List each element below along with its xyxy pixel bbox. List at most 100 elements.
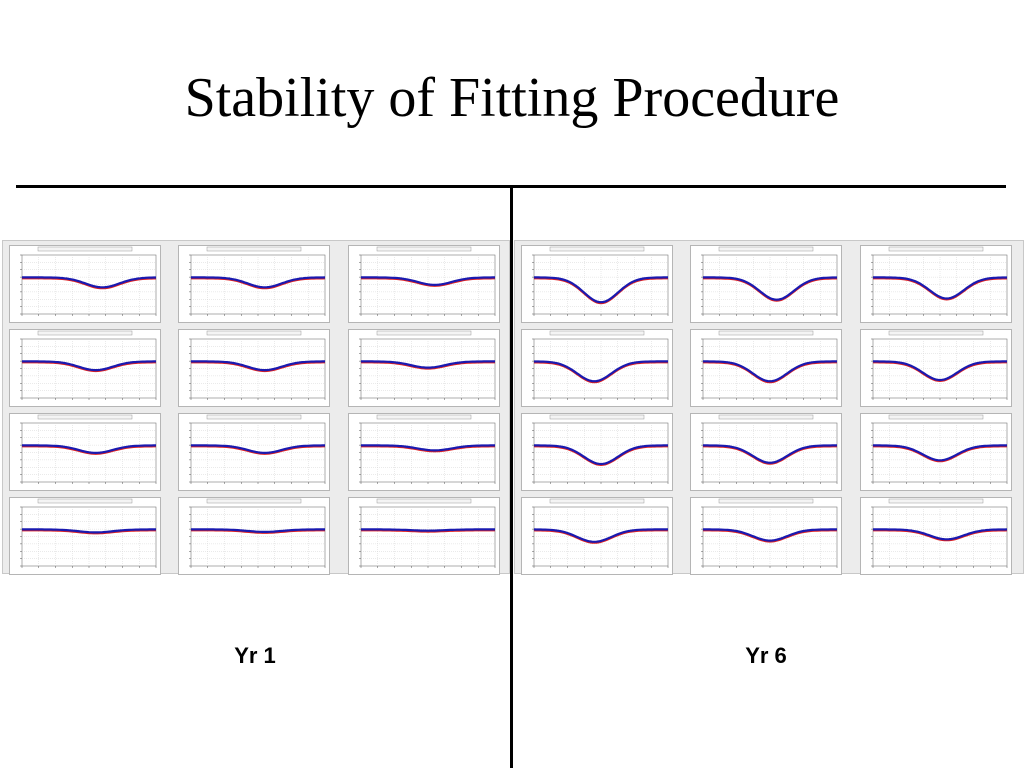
plot-header bbox=[718, 414, 814, 420]
fit-plot bbox=[690, 245, 842, 323]
fit-plot bbox=[521, 245, 673, 323]
fit-plot-svg bbox=[20, 246, 157, 316]
fit-plot-svg bbox=[189, 330, 326, 400]
fit-plot-svg bbox=[532, 414, 669, 484]
fit-plot-svg bbox=[359, 246, 496, 316]
data-curve bbox=[191, 361, 325, 373]
data-curve bbox=[22, 445, 156, 455]
plot-header bbox=[718, 246, 814, 252]
fit-plot bbox=[860, 497, 1012, 575]
fit-plot bbox=[521, 413, 673, 491]
fit-curve bbox=[22, 444, 156, 455]
fit-plot-svg bbox=[871, 246, 1008, 316]
fit-plot bbox=[178, 413, 330, 491]
data-curve bbox=[361, 277, 495, 287]
fit-plot bbox=[521, 497, 673, 575]
fit-plot-svg bbox=[20, 414, 157, 484]
data-curve bbox=[22, 361, 156, 373]
fit-curve bbox=[22, 528, 156, 534]
plot-header bbox=[37, 246, 133, 252]
fit-curve bbox=[191, 276, 326, 289]
fit-plot-svg bbox=[701, 414, 838, 484]
fit-plot-svg bbox=[871, 414, 1008, 484]
fit-plot bbox=[348, 413, 500, 491]
data-curve bbox=[191, 445, 325, 455]
plot-header bbox=[888, 246, 984, 252]
fit-plot bbox=[860, 329, 1012, 407]
fit-plot-svg bbox=[871, 330, 1008, 400]
plot-header bbox=[718, 498, 814, 504]
fit-plot bbox=[348, 329, 500, 407]
data-curve bbox=[534, 361, 668, 384]
fit-plot bbox=[9, 413, 161, 491]
fit-curve bbox=[873, 276, 1007, 300]
fit-curve bbox=[191, 444, 325, 455]
data-curve bbox=[361, 529, 495, 533]
plot-header bbox=[549, 246, 645, 252]
fit-plot-svg bbox=[189, 414, 326, 484]
data-curve bbox=[873, 445, 1007, 463]
fit-curve bbox=[534, 444, 668, 466]
fit-plot-svg bbox=[532, 498, 669, 568]
data-curve bbox=[361, 445, 495, 453]
data-curve bbox=[191, 277, 326, 290]
fit-curve bbox=[703, 360, 837, 383]
fit-curve bbox=[361, 444, 495, 452]
fit-plot bbox=[178, 329, 330, 407]
plot-header bbox=[37, 330, 133, 336]
data-curve bbox=[533, 529, 668, 544]
yr1-plot-grid bbox=[2, 240, 510, 575]
data-curve bbox=[703, 445, 837, 465]
plot-header bbox=[549, 414, 645, 420]
fit-curve bbox=[361, 360, 495, 369]
plot-header bbox=[376, 246, 472, 252]
fit-plot bbox=[9, 245, 161, 323]
fit-plot-svg bbox=[359, 330, 496, 400]
fit-plot-svg bbox=[189, 498, 326, 568]
fit-plot-svg bbox=[701, 498, 838, 568]
horizontal-divider bbox=[16, 185, 1006, 188]
fit-plot bbox=[860, 245, 1012, 323]
fit-curve bbox=[703, 444, 837, 464]
fit-plot bbox=[178, 245, 330, 323]
data-curve bbox=[534, 277, 668, 305]
fit-plot bbox=[9, 329, 161, 407]
plot-header bbox=[376, 498, 472, 504]
plot-header bbox=[206, 246, 302, 252]
fit-plot-svg bbox=[701, 246, 838, 316]
fit-curve bbox=[873, 444, 1007, 462]
data-curve bbox=[873, 529, 1008, 542]
fit-curve bbox=[703, 276, 837, 301]
plot-header bbox=[206, 414, 302, 420]
fit-curve bbox=[533, 528, 668, 543]
data-curve bbox=[873, 361, 1007, 383]
fit-curve bbox=[22, 360, 156, 372]
fit-plot-svg bbox=[532, 246, 669, 316]
yr6-label: Yr 6 bbox=[745, 643, 787, 668]
plot-header bbox=[549, 330, 645, 336]
plot-header bbox=[206, 330, 302, 336]
fit-plot bbox=[178, 497, 330, 575]
fit-plot bbox=[9, 497, 161, 575]
fit-curve bbox=[873, 528, 1008, 541]
fit-curve bbox=[361, 276, 495, 287]
fit-plot-svg bbox=[532, 330, 669, 400]
fit-plot bbox=[521, 329, 673, 407]
data-curve bbox=[703, 277, 837, 302]
plot-header bbox=[888, 414, 984, 420]
fit-curve bbox=[534, 276, 668, 304]
data-curve bbox=[22, 529, 156, 535]
plot-header bbox=[376, 414, 472, 420]
data-curve bbox=[534, 445, 668, 467]
yr6-plot-grid bbox=[514, 240, 1024, 575]
fit-plot bbox=[690, 329, 842, 407]
fit-curve bbox=[534, 360, 668, 383]
yr1-label: Yr 1 bbox=[234, 643, 276, 668]
plot-header bbox=[549, 498, 645, 504]
data-curve bbox=[22, 277, 156, 290]
fit-curve bbox=[191, 360, 325, 372]
vertical-divider bbox=[510, 187, 513, 768]
plot-header bbox=[376, 330, 472, 336]
fit-plot-svg bbox=[701, 330, 838, 400]
fit-plot-svg bbox=[189, 246, 326, 316]
